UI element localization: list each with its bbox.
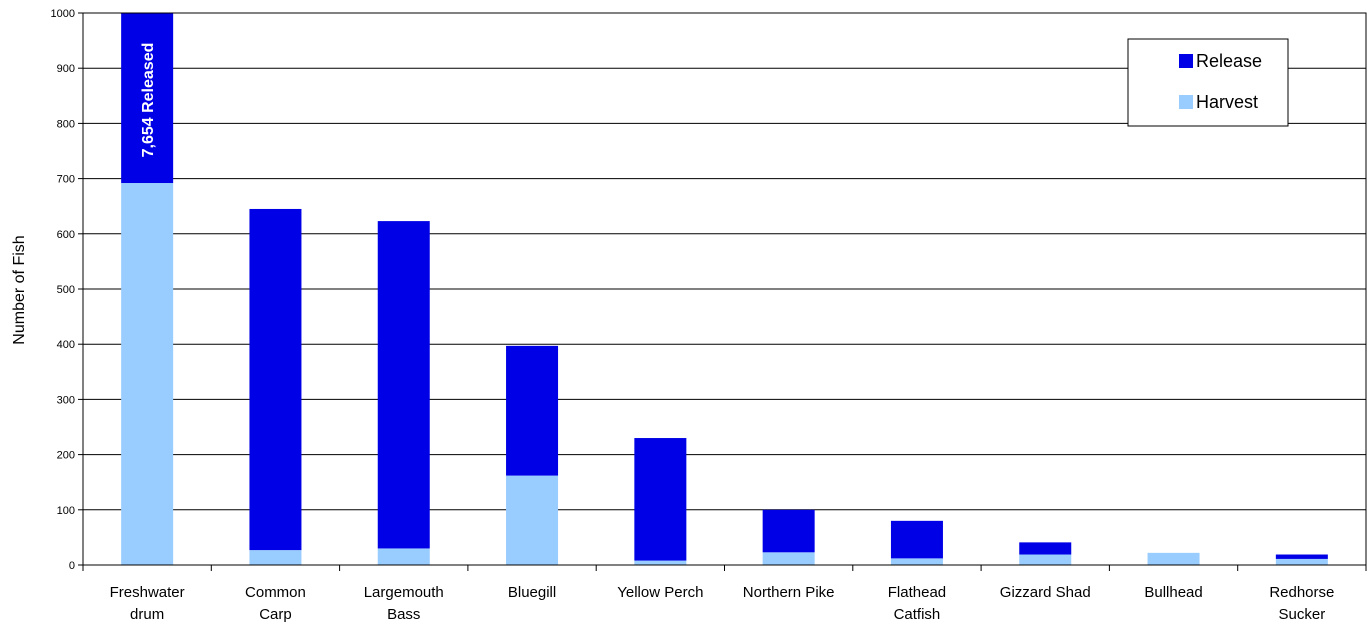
bar-release-0 [121,13,174,184]
bar-release-3 [506,345,559,476]
y-axis-title: Number of Fish [11,235,28,344]
category-label: Freshwater [110,584,185,601]
category-label: Bass [387,606,420,623]
category-label: Bluegill [508,584,556,601]
category-labels: Freshwater drum Common Carp Largemouth Bass Bl… [110,584,1335,623]
axes [78,12,1367,571]
y-tick-label: 100 [57,505,75,517]
category-label: Northern Pike [743,584,835,601]
y-tick-label: 400 [57,339,75,351]
legend-label-harvest: Harvest [1196,92,1258,112]
bar-release-1 [249,208,302,551]
bar-harvest-8 [1147,552,1200,565]
legend: Release Harvest [1127,38,1289,127]
category-label: Catfish [894,606,941,623]
bar-harvest-3 [506,475,559,565]
category-label: Yellow Perch [617,584,703,601]
bar-release-4 [634,438,687,561]
y-tick-label: 900 [57,63,75,75]
bar-release-2 [377,221,430,549]
bar-harvest-0 [121,183,174,566]
y-tick-label: 700 [57,174,75,186]
y-tick-label: 200 [57,450,75,462]
y-tick-labels: 0 100 200 300 400 500 600 700 800 900 1000 [51,8,75,572]
category-label: Gizzard Shad [1000,584,1091,601]
bar-harvest-4 [634,560,687,565]
y-tick-label: 0 [69,560,75,572]
category-label: Largemouth [364,584,444,601]
category-label: Redhorse [1269,584,1334,601]
legend-swatch-harvest [1179,95,1193,109]
bar-release-9 [1275,554,1328,559]
y-tick-label: 500 [57,284,75,296]
bar-release-5 [762,509,815,553]
bar-harvest-6 [890,558,943,565]
bar-harvest-1 [249,550,302,565]
legend-label-release: Release [1196,51,1262,71]
bar-harvest-2 [377,548,430,565]
category-label: Sucker [1279,606,1326,623]
y-tick-label: 600 [57,229,75,241]
bar-harvest-7 [1019,554,1072,565]
category-label: Carp [259,606,292,623]
bar-release-7 [1019,542,1072,555]
annotations: 7,654 Released [140,43,157,158]
category-label: Bullhead [1144,584,1202,601]
legend-box [1127,38,1289,127]
category-label: drum [130,606,164,623]
category-label: Common [245,584,306,601]
category-label: Flathead [888,584,946,601]
y-tick-label: 1000 [51,8,75,20]
bar-annotation: 7,654 Released [140,43,157,158]
legend-swatch-release [1179,54,1193,68]
bars [121,13,1328,566]
bar-harvest-9 [1275,558,1328,565]
y-tick-label: 300 [57,394,75,406]
y-tick-label: 800 [57,118,75,130]
bar-harvest-5 [762,552,815,565]
bar-release-6 [890,520,943,559]
